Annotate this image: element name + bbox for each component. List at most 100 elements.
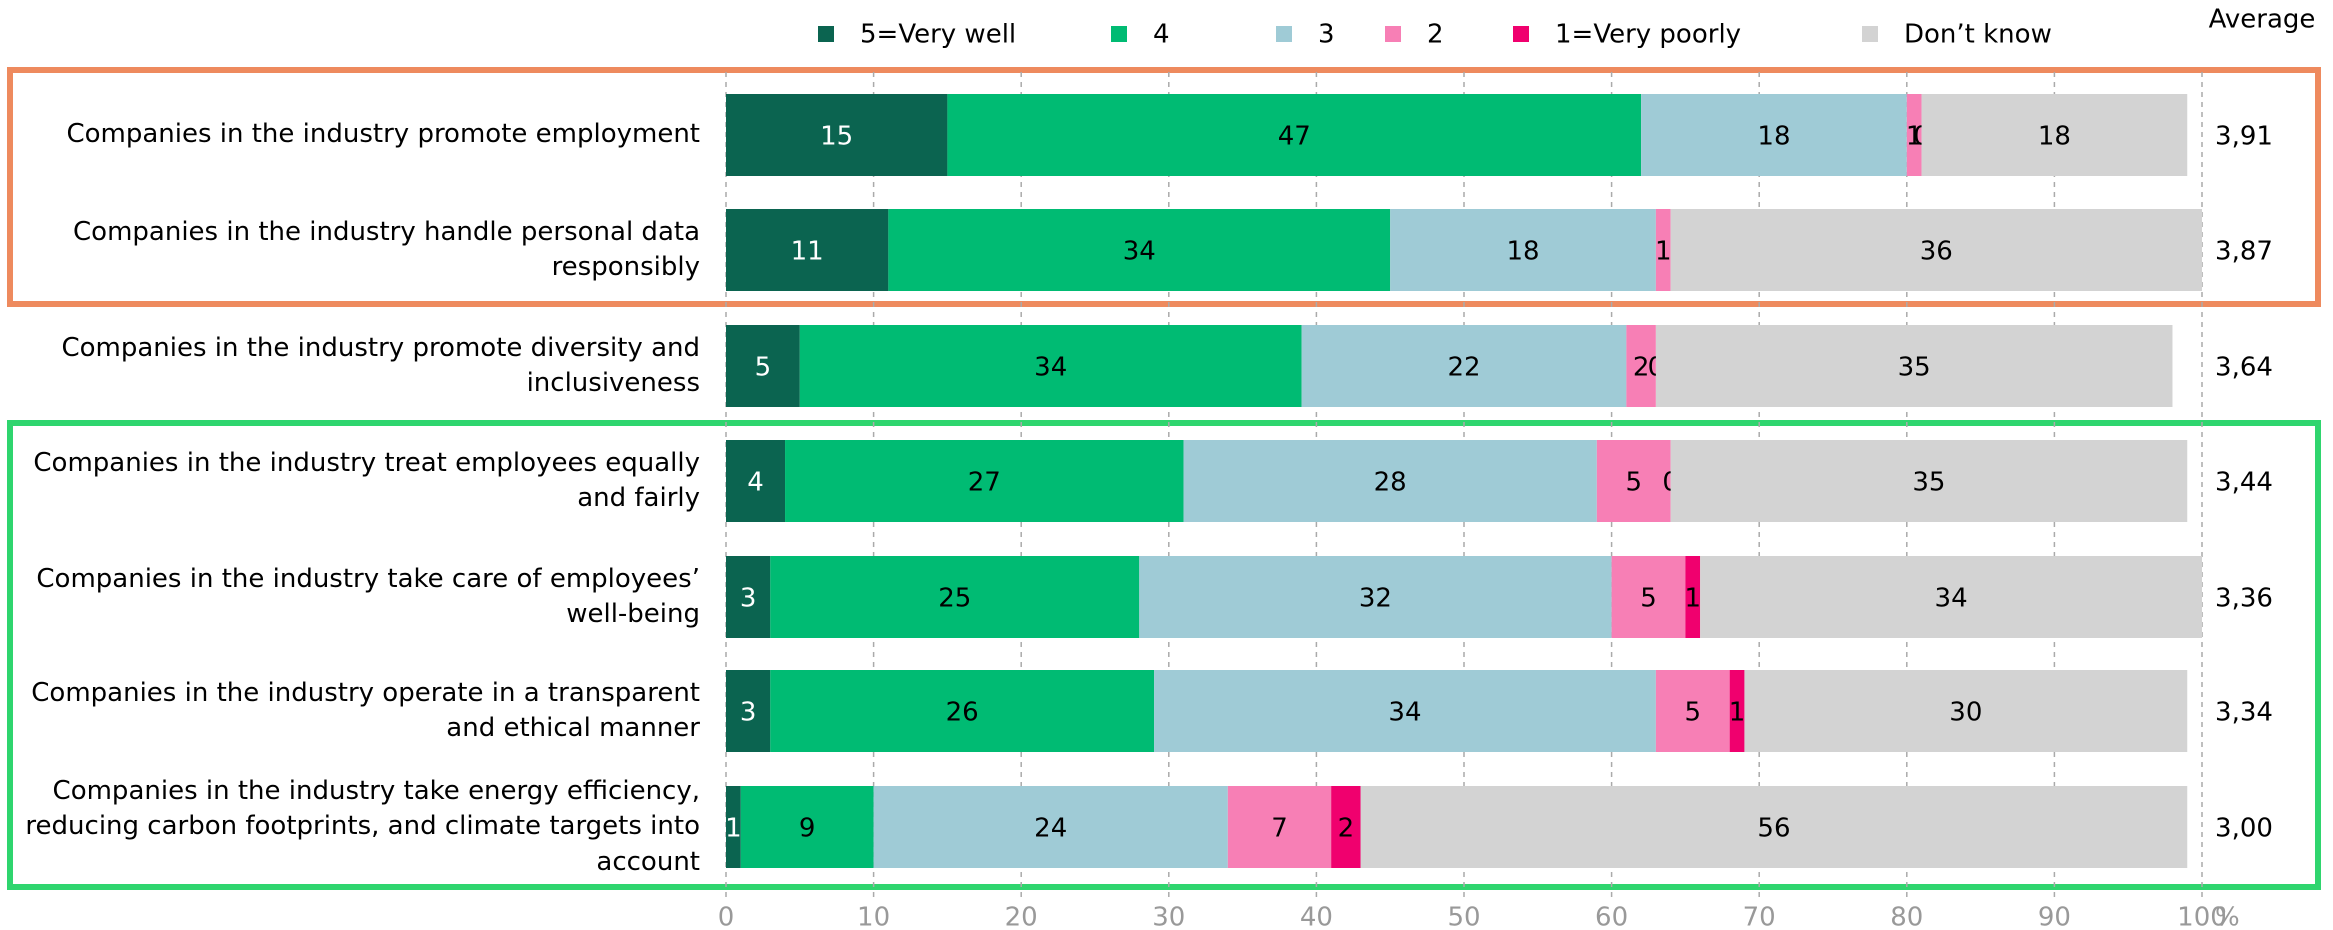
- legend-swatch: [1276, 26, 1292, 42]
- category-label-box: Companies in the industry promote employ…: [66, 119, 700, 149]
- bar-segment: [873, 786, 1228, 868]
- bar-segment: [785, 440, 1184, 522]
- x-tick-label: 0: [718, 903, 735, 930]
- bar-segment: [888, 209, 1391, 291]
- value-label: 24: [1034, 814, 1067, 844]
- bar-segment: [1655, 670, 1730, 752]
- legend-label: 5=Very well: [860, 20, 1016, 50]
- bar-segment: [1744, 670, 2188, 752]
- value-label: 34: [1123, 237, 1156, 267]
- category-label-box: Companies in the industry operate in a t…: [31, 677, 700, 743]
- average-value: 3,00: [2215, 814, 2273, 844]
- value-label: 56: [1757, 814, 1790, 844]
- value-label: 5: [1625, 468, 1642, 498]
- average-value: 3,64: [2215, 353, 2273, 383]
- category-label: Companies in the industry promote divers…: [61, 332, 700, 398]
- category-label: Companies in the industry operate in a t…: [31, 677, 700, 743]
- bar-segment: [726, 556, 771, 638]
- legend-label: 2: [1427, 20, 1444, 50]
- bar-segment: [1685, 556, 1701, 638]
- x-tick-label: 30: [1152, 903, 1185, 930]
- legend-label: Don’t know: [1904, 20, 2052, 50]
- category-label-box: Companies in the industry take energy ef…: [25, 776, 700, 877]
- bar-segment: [1921, 94, 2188, 176]
- value-label: 26: [946, 698, 979, 728]
- value-label: 2: [1338, 814, 1355, 844]
- legend-swatch: [818, 26, 834, 42]
- value-label: 18: [1506, 237, 1539, 267]
- x-tick-label: 80: [1890, 903, 1923, 930]
- bar-segment: [799, 325, 1302, 407]
- average-value: 3,34: [2215, 698, 2273, 728]
- average-value: 3,36: [2215, 584, 2273, 614]
- bar-segment: [1729, 670, 1745, 752]
- bar-segment: [726, 209, 889, 291]
- bar-segment: [1655, 209, 1671, 291]
- value-label: 34: [1034, 353, 1067, 383]
- bar-segment: [726, 786, 741, 868]
- bar-segment: [1360, 786, 2188, 868]
- x-tick-label: 20: [1005, 903, 1038, 930]
- value-label: 22: [1447, 353, 1480, 383]
- average-header: Average: [2209, 5, 2316, 35]
- value-label: 4: [747, 468, 764, 498]
- bar-segment: [1670, 209, 2202, 291]
- category-label-box: Companies in the industry take care of e…: [36, 564, 700, 629]
- bar-segment: [1227, 786, 1332, 868]
- value-label: 28: [1374, 468, 1407, 498]
- value-label: 3: [740, 584, 757, 614]
- bar-segment: [1611, 556, 1686, 638]
- value-label: 36: [1920, 237, 1953, 267]
- value-label: 2: [1633, 353, 1650, 383]
- value-label: 11: [791, 237, 824, 267]
- value-label: 1: [1906, 122, 1923, 152]
- bar-segment: [770, 556, 1140, 638]
- legend-label: 4: [1153, 20, 1170, 50]
- legend-swatch: [1385, 26, 1401, 42]
- bar-segment: [1641, 94, 1907, 176]
- value-label: 30: [1949, 698, 1982, 728]
- average-value: 3,87: [2215, 237, 2273, 267]
- bar-segment: [770, 670, 1155, 752]
- x-tick-label: 70: [1743, 903, 1776, 930]
- category-label: Companies in the industry treat employee…: [33, 447, 700, 513]
- value-label: 35: [1898, 353, 1931, 383]
- value-label: 34: [1388, 698, 1421, 728]
- legend-label: 1=Very poorly: [1555, 20, 1741, 50]
- category-label-box: Companies in the industry handle persona…: [73, 216, 700, 282]
- value-label: 47: [1278, 122, 1311, 152]
- value-label: 9: [799, 814, 816, 844]
- x-tick-label: 50: [1447, 903, 1480, 930]
- bar-segment: [740, 786, 874, 868]
- highlight-box-top: [7, 67, 2321, 307]
- bar-segment: [1390, 209, 1656, 291]
- value-label: 32: [1359, 584, 1392, 614]
- highlight-box-bottom: [7, 420, 2321, 890]
- value-label: 15: [820, 122, 853, 152]
- value-label: 5: [1685, 698, 1702, 728]
- value-label: 1: [1729, 698, 1746, 728]
- bar-segment: [1154, 670, 1656, 752]
- bar-segment: [1700, 556, 2202, 638]
- bar-segment: [1670, 440, 2188, 522]
- category-label: Companies in the industry take energy ef…: [25, 776, 700, 877]
- value-label: 35: [1912, 468, 1945, 498]
- legend-label: 3: [1318, 20, 1335, 50]
- value-label: 1: [1655, 237, 1672, 267]
- bar-segment: [1626, 325, 1656, 407]
- legend-swatch: [1862, 26, 1878, 42]
- value-label: 25: [938, 584, 971, 614]
- legend-swatch: [1513, 26, 1529, 42]
- value-label: 34: [1935, 584, 1968, 614]
- legend-swatch: [1111, 26, 1127, 42]
- bar-segment: [726, 670, 771, 752]
- category-label-box: Companies in the industry promote divers…: [61, 332, 700, 398]
- bar-segment: [1906, 94, 1922, 176]
- bar-segment: [726, 440, 786, 522]
- x-tick-label: 90: [2038, 903, 2071, 930]
- x-tick-label: 100: [2177, 903, 2227, 930]
- bar-segment: [1596, 440, 1671, 522]
- value-label: 5: [1640, 584, 1657, 614]
- bar-segment: [726, 94, 948, 176]
- category-label: Companies in the industry handle persona…: [73, 216, 700, 282]
